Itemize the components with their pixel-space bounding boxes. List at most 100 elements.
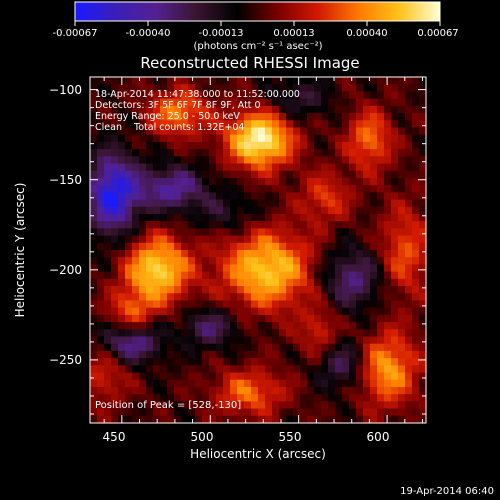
heatmap-cell bbox=[307, 416, 315, 424]
heatmap-cell bbox=[146, 192, 154, 200]
heatmap-cell bbox=[314, 178, 322, 186]
heatmap-cell bbox=[125, 236, 133, 244]
heatmap-cell bbox=[279, 185, 287, 193]
heatmap-cell bbox=[342, 99, 350, 107]
heatmap-cell bbox=[167, 358, 175, 366]
heatmap-cell bbox=[132, 156, 140, 164]
heatmap-cell bbox=[286, 337, 294, 345]
heatmap-cell bbox=[370, 84, 378, 92]
heatmap-cell bbox=[335, 164, 343, 172]
heatmap-cell bbox=[125, 344, 133, 352]
heatmap-cell bbox=[118, 279, 126, 287]
heatmap-cell bbox=[398, 156, 406, 164]
heatmap-cell bbox=[356, 380, 364, 388]
heatmap-cell bbox=[335, 300, 343, 308]
heatmap-cell bbox=[174, 149, 182, 157]
heatmap-cell bbox=[216, 300, 224, 308]
heatmap-cell bbox=[97, 135, 105, 143]
heatmap-cell bbox=[314, 409, 322, 417]
heatmap-cell bbox=[321, 250, 329, 258]
heatmap-cell bbox=[167, 149, 175, 157]
heatmap-cell bbox=[195, 221, 203, 229]
heatmap-cell bbox=[370, 257, 378, 265]
heatmap-cell bbox=[279, 416, 287, 424]
heatmap-cell bbox=[202, 344, 210, 352]
heatmap-cell bbox=[167, 387, 175, 395]
heatmap-cell bbox=[328, 401, 336, 409]
heatmap-cell bbox=[167, 365, 175, 373]
heatmap-cell bbox=[188, 373, 196, 381]
heatmap-cell bbox=[132, 243, 140, 251]
heatmap-cell bbox=[209, 300, 217, 308]
heatmap-cell bbox=[265, 156, 273, 164]
heatmap-cell bbox=[244, 322, 252, 330]
heatmap-cell bbox=[146, 344, 154, 352]
heatmap-cell bbox=[244, 178, 252, 186]
heatmap-cell bbox=[405, 120, 413, 128]
heatmap-cell bbox=[349, 77, 357, 85]
heatmap-cell bbox=[349, 200, 357, 208]
heatmap-cell bbox=[195, 300, 203, 308]
heatmap-cell bbox=[153, 185, 161, 193]
heatmap-cell bbox=[223, 387, 231, 395]
heatmap-cell bbox=[293, 149, 301, 157]
heatmap-cell bbox=[230, 329, 238, 337]
heatmap-cell bbox=[356, 192, 364, 200]
heatmap-cell bbox=[398, 135, 406, 143]
heatmap-cell bbox=[370, 272, 378, 280]
heatmap-cell bbox=[216, 207, 224, 215]
heatmap-cell bbox=[223, 337, 231, 345]
heatmap-cell bbox=[132, 214, 140, 222]
heatmap-cell bbox=[419, 214, 427, 222]
heatmap-cell bbox=[209, 373, 217, 381]
heatmap-cell bbox=[237, 221, 245, 229]
heatmap-cell bbox=[307, 142, 315, 150]
heatmap-cell bbox=[167, 228, 175, 236]
heatmap-cell bbox=[216, 178, 224, 186]
heatmap-cell bbox=[132, 164, 140, 172]
heatmap-cell bbox=[356, 207, 364, 215]
heatmap-cell bbox=[160, 257, 168, 265]
heatmap-cell bbox=[307, 272, 315, 280]
heatmap-cell bbox=[335, 120, 343, 128]
heatmap-cell bbox=[153, 178, 161, 186]
heatmap-cell bbox=[377, 228, 385, 236]
heatmap-cell bbox=[314, 387, 322, 395]
heatmap-cell bbox=[370, 365, 378, 373]
heatmap-cell bbox=[167, 264, 175, 272]
heatmap-cell bbox=[356, 257, 364, 265]
heatmap-cell bbox=[223, 300, 231, 308]
heatmap-cell bbox=[118, 243, 126, 251]
heatmap-cell bbox=[412, 221, 420, 229]
heatmap-cell bbox=[412, 401, 420, 409]
x-tick-label: 500 bbox=[191, 430, 214, 444]
heatmap-cell bbox=[286, 286, 294, 294]
heatmap-cell bbox=[188, 171, 196, 179]
heatmap-cell bbox=[118, 228, 126, 236]
heatmap-cell bbox=[118, 300, 126, 308]
heatmap-cell bbox=[363, 293, 371, 301]
heatmap-cell bbox=[391, 127, 399, 135]
heatmap-cell bbox=[244, 164, 252, 172]
heatmap-cell bbox=[251, 192, 259, 200]
heatmap-cell bbox=[125, 380, 133, 388]
heatmap-cell bbox=[405, 156, 413, 164]
peak-position-label: Position of Peak = [528,-130] bbox=[95, 400, 241, 411]
heatmap-cell bbox=[181, 257, 189, 265]
heatmap-cell bbox=[300, 243, 308, 251]
heatmap-cell bbox=[258, 207, 266, 215]
heatmap-cell bbox=[132, 200, 140, 208]
heatmap-cell bbox=[321, 127, 329, 135]
heatmap-cell bbox=[230, 337, 238, 345]
heatmap-cell bbox=[265, 365, 273, 373]
heatmap-cell bbox=[405, 106, 413, 114]
heatmap-cell bbox=[377, 394, 385, 402]
heatmap-cell bbox=[139, 315, 147, 323]
heatmap-cell bbox=[188, 164, 196, 172]
heatmap-cell bbox=[118, 293, 126, 301]
heatmap-cell bbox=[321, 365, 329, 373]
colorbar bbox=[75, 2, 440, 21]
heatmap-cell bbox=[335, 293, 343, 301]
heatmap-cell bbox=[377, 293, 385, 301]
heatmap-cell bbox=[398, 387, 406, 395]
